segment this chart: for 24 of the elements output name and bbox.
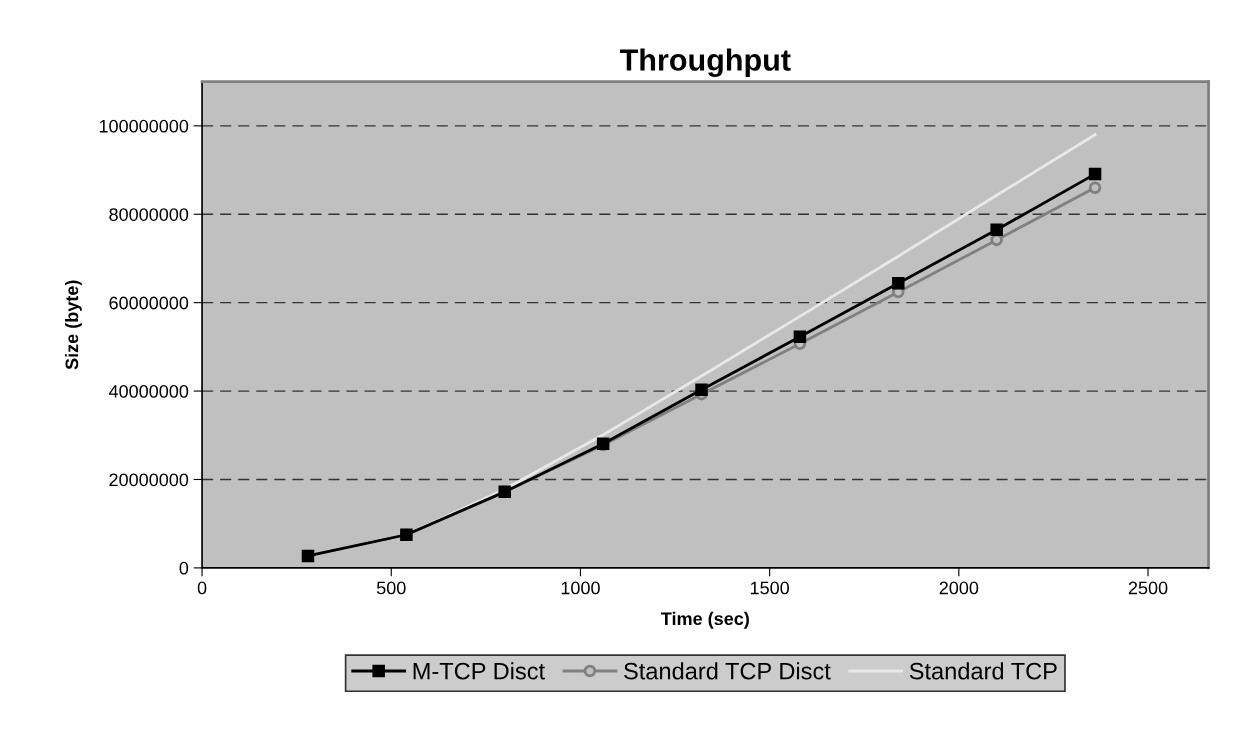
x-tick-label: 2000 (939, 581, 979, 595)
point (892, 276, 905, 290)
x-tick-label: 1000 (561, 581, 600, 595)
x-axis-title: Time (sec) (661, 611, 749, 629)
y-tick-label: 80000000 (109, 208, 189, 221)
point (1088, 167, 1102, 181)
x-tick-label: 0 (197, 581, 207, 595)
point (1088, 181, 1102, 194)
x-tick-label: 500 (376, 581, 406, 595)
x-tick-label: 1500 (750, 581, 790, 595)
point (990, 223, 1003, 236)
y-tick-label: 100000000 (99, 119, 189, 133)
point (793, 330, 807, 343)
legend-label: Standard TCP (909, 662, 1057, 680)
y-tick-label: 0 (179, 561, 189, 575)
legend-label: M-TCP Disct (413, 662, 545, 680)
legend-label: Standard TCP Disct (624, 662, 831, 680)
y-axis-title: Size (byte) (65, 280, 82, 370)
y-tick-label: 60000000 (109, 296, 189, 310)
chart-title: Throughput (619, 48, 791, 78)
y-tick-label: 20000000 (109, 473, 189, 487)
y-tick-label: 40000000 (108, 385, 189, 398)
point (695, 383, 708, 396)
x-tick-label: 2500 (1128, 581, 1168, 595)
